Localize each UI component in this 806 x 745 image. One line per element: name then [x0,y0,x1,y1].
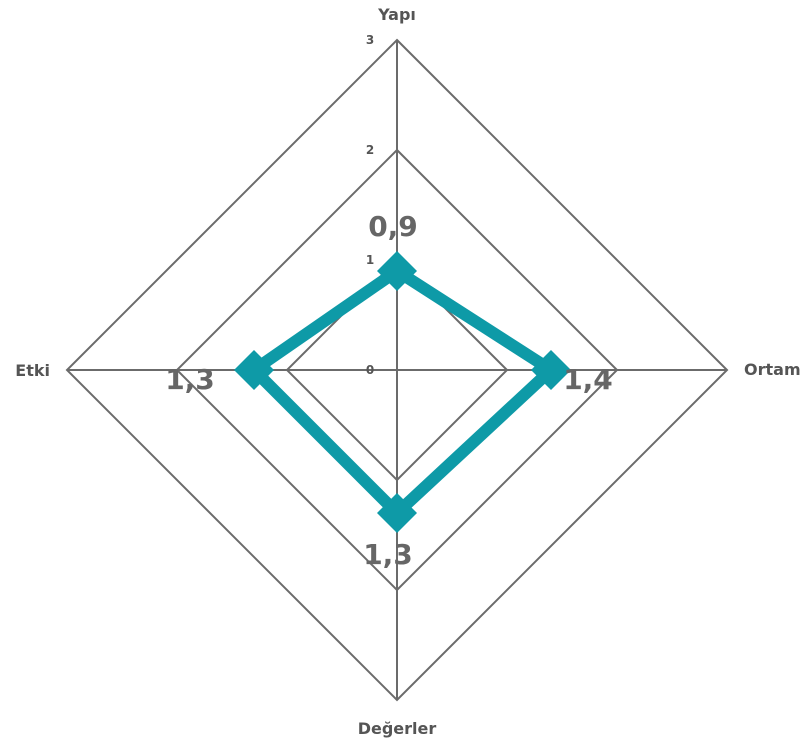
tick-label-1: 1 [366,253,374,267]
data-label-degerler: 1,3 [363,538,413,571]
axis-label-degerler: Değerler [358,719,437,738]
series-line [244,263,561,522]
data-label-etki: 1,3 [165,363,215,396]
axis-label-ortam: Ortam [744,360,801,379]
tick-label-0: 0 [366,363,374,377]
data-point-yapi [377,251,417,291]
data-label-ortam: 1,4 [563,363,613,396]
tick-label-3: 3 [366,33,374,47]
data-point-degerler [377,493,417,533]
axis-label-etki: Etki [15,361,50,380]
data-label-yapi: 0,9 [368,210,418,243]
data-point-ortam [531,350,571,390]
series-layer [234,251,571,533]
axis-label-yapi: Yapı [377,5,416,24]
data-point-etki [234,350,274,390]
tick-label-2: 2 [366,143,374,157]
